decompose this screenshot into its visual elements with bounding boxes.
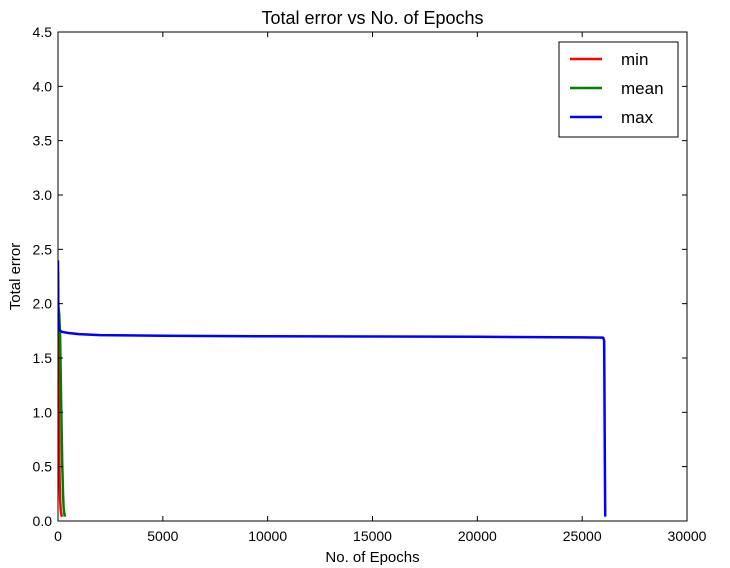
x-tick-label: 25000 bbox=[563, 528, 602, 544]
x-tick-label: 5000 bbox=[147, 528, 178, 544]
y-axis-label: Total error bbox=[7, 243, 24, 311]
legend: min mean max bbox=[558, 41, 679, 138]
y-tick-label: 1.5 bbox=[33, 350, 53, 366]
legend-label-mean: mean bbox=[621, 79, 664, 98]
series-line-max bbox=[58, 260, 607, 517]
x-tick-label: 0 bbox=[54, 528, 62, 544]
x-axis-label: No. of Epochs bbox=[325, 549, 419, 566]
legend-label-min: min bbox=[621, 50, 648, 69]
y-tick-label: 2.5 bbox=[33, 241, 53, 257]
y-tick-label: 4.0 bbox=[33, 78, 53, 94]
y-tick-label: 0.5 bbox=[33, 459, 53, 475]
x-tick-label: 10000 bbox=[248, 528, 287, 544]
y-tick-label: 0.0 bbox=[33, 513, 53, 529]
y-tick-label: 1.0 bbox=[33, 404, 53, 420]
x-tick-label: 15000 bbox=[353, 528, 392, 544]
y-tick-label: 3.5 bbox=[33, 133, 53, 149]
y-axis-ticks: 0.0 0.5 1.0 1.5 2.0 2.5 3.0 3.5 4.0 4.5 bbox=[33, 24, 687, 529]
x-tick-label: 30000 bbox=[668, 528, 707, 544]
chart-title: Total error vs No. of Epochs bbox=[261, 8, 483, 28]
y-tick-label: 2.0 bbox=[33, 296, 53, 312]
y-tick-label: 3.0 bbox=[33, 187, 53, 203]
y-tick-label: 4.5 bbox=[33, 24, 53, 40]
x-axis-ticks: 0 5000 10000 15000 20000 25000 30000 bbox=[54, 32, 707, 544]
x-tick-label: 20000 bbox=[458, 528, 497, 544]
plot-area bbox=[57, 31, 688, 522]
legend-label-max: max bbox=[621, 108, 654, 127]
